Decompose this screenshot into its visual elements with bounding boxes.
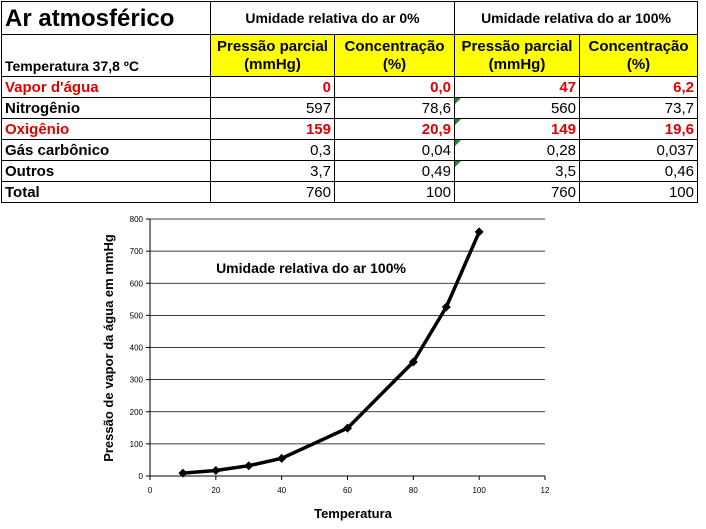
data-point	[211, 466, 221, 476]
pp-100-cell: 560	[454, 97, 580, 119]
conc-0-cell: 100	[334, 181, 455, 203]
pp-header-line1: Pressão parcial	[461, 37, 573, 55]
row-name: Vapor d'água	[1, 76, 211, 98]
x-axis-label: Temperatura	[314, 506, 393, 521]
temperature-label: Temperatura 37,8 ºC	[1, 34, 211, 77]
chart-grid	[150, 218, 545, 445]
data-point	[244, 461, 254, 471]
pp-header-line2: (mmHg)	[488, 55, 546, 73]
y-tick-label: 200	[130, 408, 144, 417]
table-row: Gás carbônico 0,3 0,04 0,28 0,037	[1, 139, 698, 161]
chart-annotation: Umidade relativa do ar 100%	[216, 260, 406, 276]
row-name: Total	[1, 181, 211, 203]
x-tick-label: 80	[409, 486, 418, 495]
pp-header-line2: (mmHg)	[244, 55, 301, 73]
data-point	[441, 302, 451, 312]
data-point	[277, 453, 287, 463]
y-tick-label: 500	[130, 311, 144, 320]
x-tick-label: 60	[343, 486, 352, 495]
conc-header-line2: (%)	[382, 55, 407, 73]
conc-header-0: Concentração (%)	[334, 34, 455, 77]
chart-series	[178, 227, 484, 478]
pp-100-cell: 760	[454, 181, 580, 203]
x-tick-label: 0	[148, 486, 153, 495]
chart-ticks: 0 100 200 300 400 500 600 700 800 0 20 40 60 80 100 12	[130, 215, 550, 495]
conc-header-100: Concentração (%)	[579, 34, 698, 77]
conc-100-cell: 0,46	[579, 160, 698, 182]
condition-100-header: Umidade relativa do ar 100%	[454, 1, 698, 35]
x-tick-label: 12	[541, 486, 550, 495]
x-tick-label: 20	[211, 486, 220, 495]
conc-header-line1: Concentração	[588, 37, 689, 55]
pp-header-line1: Pressão parcial	[217, 37, 328, 55]
y-tick-label: 0	[139, 472, 144, 481]
conc-100-cell: 19,6	[579, 118, 698, 140]
conc-100-cell: 73,7	[579, 97, 698, 119]
y-tick-label: 700	[130, 247, 144, 256]
condition-0-header: Umidade relativa do ar 0%	[210, 1, 455, 35]
y-tick-label: 800	[130, 215, 144, 224]
conc-100-cell: 100	[579, 181, 698, 203]
chart-axes	[146, 218, 546, 480]
data-point	[408, 357, 418, 367]
table-row: Vapor d'água 0 0,0 47 6,2	[1, 76, 698, 98]
y-tick-label: 300	[130, 376, 144, 385]
data-point	[474, 227, 484, 237]
data-point	[343, 423, 352, 433]
y-tick-label: 600	[130, 279, 144, 288]
table-row: Outros 3,7 0,49 3,5 0,46	[1, 160, 698, 182]
y-tick-label: 100	[130, 440, 144, 449]
table-title: Ar atmosférico	[1, 1, 211, 35]
pp-0-cell: 0,3	[210, 139, 335, 161]
conc-header-line2: (%)	[626, 55, 651, 73]
data-point	[178, 468, 188, 478]
pp-header-0: Pressão parcial (mmHg)	[210, 34, 335, 77]
x-tick-label: 100	[472, 486, 486, 495]
pp-100-cell: 3,5	[454, 160, 580, 182]
x-tick-label: 40	[277, 486, 286, 495]
table-row: Nitrogênio 597 78,6 560 73,7	[1, 97, 698, 119]
series-line	[182, 231, 481, 475]
y-axis-label: Pressão de vapor da água em mmHg	[101, 234, 116, 462]
conc-100-cell: 0,037	[579, 139, 698, 161]
table-row: Total 760 100 760 100	[1, 181, 698, 203]
y-tick-label: 400	[130, 344, 144, 353]
conc-header-line1: Concentração	[344, 37, 445, 55]
air-composition-table: Ar atmosférico Umidade relativa do ar 0%…	[1, 1, 698, 203]
